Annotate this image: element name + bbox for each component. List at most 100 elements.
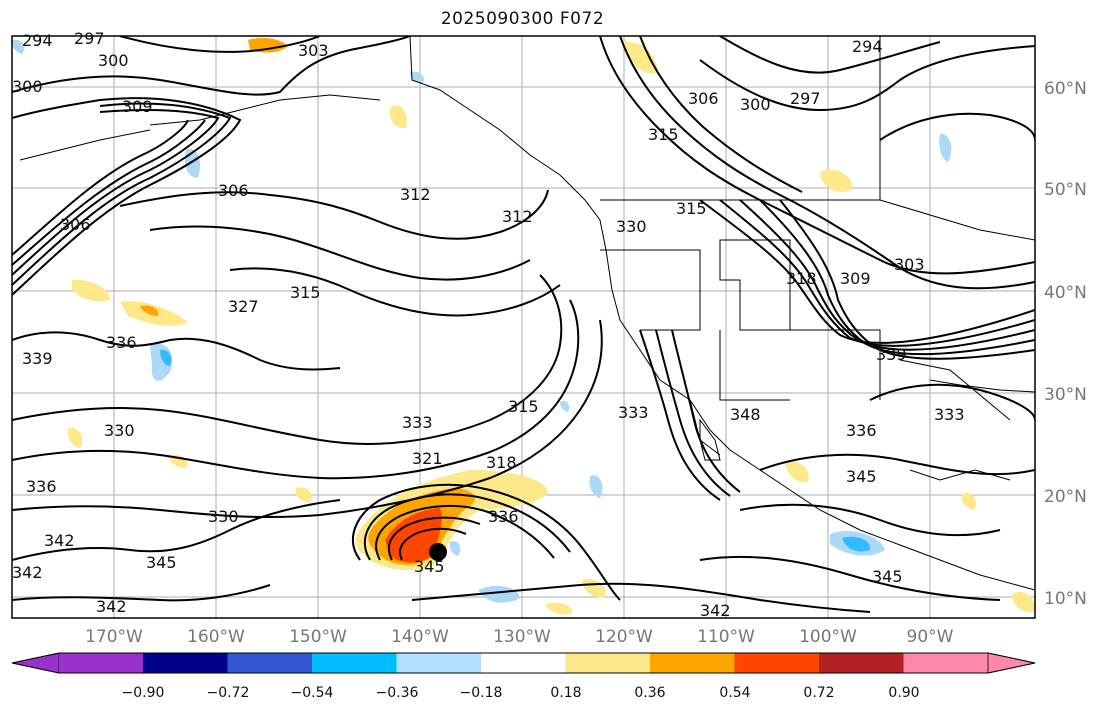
positive-anomaly-fill [785, 461, 809, 483]
contour-label: 309 [840, 269, 871, 288]
positive-anomaly-fill [248, 38, 288, 53]
contour-lines [12, 36, 1035, 613]
colorbar-segment [227, 653, 313, 673]
contour-label: 330 [616, 217, 647, 236]
latitude-axis: 60°N 50°N 40°N 30°N 20°N 10°N [1044, 79, 1087, 609]
colorbar-segment [819, 653, 904, 673]
negative-anomaly-fill [560, 400, 570, 412]
positive-anomaly-fill [389, 105, 407, 129]
contour-label: 306 [688, 89, 719, 108]
lat-tick-label: 20°N [1044, 487, 1087, 507]
colorbar-segment [481, 653, 566, 673]
contour-label: 345 [846, 467, 877, 486]
contour-label: 330 [208, 507, 239, 526]
colorbar-tick-label: −0.18 [460, 685, 503, 701]
lon-tick-label: 160°W [187, 627, 245, 647]
positive-anomaly-fill [140, 305, 159, 316]
lat-tick-label: 60°N [1044, 79, 1087, 99]
contour-label: 321 [412, 449, 443, 468]
contour-label-group: 294 297 300 300 303 309 306 306 312 312 … [12, 29, 965, 620]
lon-tick-label: 110°W [697, 627, 755, 647]
contour-label: 297 [74, 29, 105, 48]
colorbar-segment [59, 653, 143, 673]
contour-label: 315 [676, 199, 707, 218]
lon-tick-label: 140°W [391, 627, 449, 647]
contour-label: 306 [218, 181, 249, 200]
colorbar [11, 652, 1036, 674]
contour-label: 306 [60, 215, 91, 234]
contour-label: 342 [700, 601, 731, 620]
colorbar-segment [143, 653, 228, 673]
positive-anomaly-fill [72, 279, 111, 302]
lon-tick-label: 90°W [907, 627, 954, 647]
lon-tick-label: 120°W [595, 627, 653, 647]
colorbar-segment [903, 653, 988, 673]
contour-label: 315 [290, 283, 321, 302]
lat-tick-label: 30°N [1044, 385, 1087, 405]
contour-label: 312 [400, 185, 431, 204]
colorbar-extend-min [11, 652, 60, 674]
contour-label: 312 [502, 207, 533, 226]
contour-label: 300 [12, 77, 43, 96]
contour-label: 318 [486, 453, 517, 472]
colorbar-tick-label: −0.54 [291, 685, 334, 701]
lat-tick-label: 40°N [1044, 283, 1087, 303]
colorbar-tick-label: 0.72 [803, 685, 834, 701]
contour-label: 333 [402, 413, 433, 432]
colorbar-segment [734, 653, 820, 673]
colorbar-segment [312, 653, 397, 673]
contour-label: 342 [12, 563, 43, 582]
coastlines [19, 36, 1035, 591]
contour-label: 327 [228, 297, 259, 316]
contour-label: 297 [790, 89, 821, 108]
contour-label: 339 [22, 349, 53, 368]
contour-label: 294 [852, 37, 883, 56]
negative-anomaly-fill [160, 349, 172, 366]
contour-label: 348 [730, 405, 761, 424]
anomaly-fills [12, 38, 1035, 615]
contour-label: 330 [104, 421, 135, 440]
colorbar-tick-label: 0.36 [634, 685, 665, 701]
positive-anomaly-fill [545, 602, 573, 615]
map-frame [11, 35, 1036, 619]
contour-label: 345 [872, 567, 903, 586]
negative-anomaly-fill [842, 536, 871, 552]
negative-anomaly-fill [939, 133, 952, 162]
negative-anomaly-fill [449, 541, 461, 556]
contour-label: 294 [22, 31, 53, 50]
negative-anomaly-fill [478, 585, 520, 603]
colorbar-tick-label: 0.18 [550, 685, 581, 701]
contour-label: 345 [414, 557, 445, 576]
colorbar-segment [650, 653, 735, 673]
map-panel [11, 35, 1036, 619]
lon-tick-label: 130°W [493, 627, 551, 647]
storm-center-marker [429, 543, 447, 561]
contour-label: 336 [26, 477, 57, 496]
positive-anomaly-fill [961, 493, 977, 510]
contour-label: 300 [740, 95, 771, 114]
colorbar-tick-label: 0.54 [719, 685, 750, 701]
lat-tick-label: 10°N [1044, 589, 1087, 609]
lon-tick-label: 100°W [799, 627, 857, 647]
lon-tick-label: 170°W [85, 627, 143, 647]
map-background [12, 36, 1035, 618]
colorbar-tick-label: −0.90 [122, 685, 165, 701]
contour-label: 333 [934, 405, 965, 424]
contour-label: 318 [786, 269, 817, 288]
positive-anomaly-fill [820, 169, 853, 192]
contour-label: 300 [98, 51, 129, 70]
map-title: 2025090300 F072 [440, 9, 605, 29]
colorbar-tick-label: −0.36 [376, 685, 419, 701]
colorbar-segment [396, 653, 482, 673]
negative-anomaly-fill [12, 39, 25, 54]
contour-label: 339 [876, 345, 907, 364]
contour-label: 342 [44, 531, 75, 550]
positive-anomaly-fill [622, 41, 658, 74]
contour-label: 303 [894, 255, 925, 274]
negative-anomaly-fill [589, 475, 603, 498]
contour-label: 315 [508, 397, 539, 416]
contour-label: 309 [122, 97, 153, 116]
colorbar-extend-max [987, 652, 1036, 674]
contour-label: 336 [106, 333, 137, 352]
